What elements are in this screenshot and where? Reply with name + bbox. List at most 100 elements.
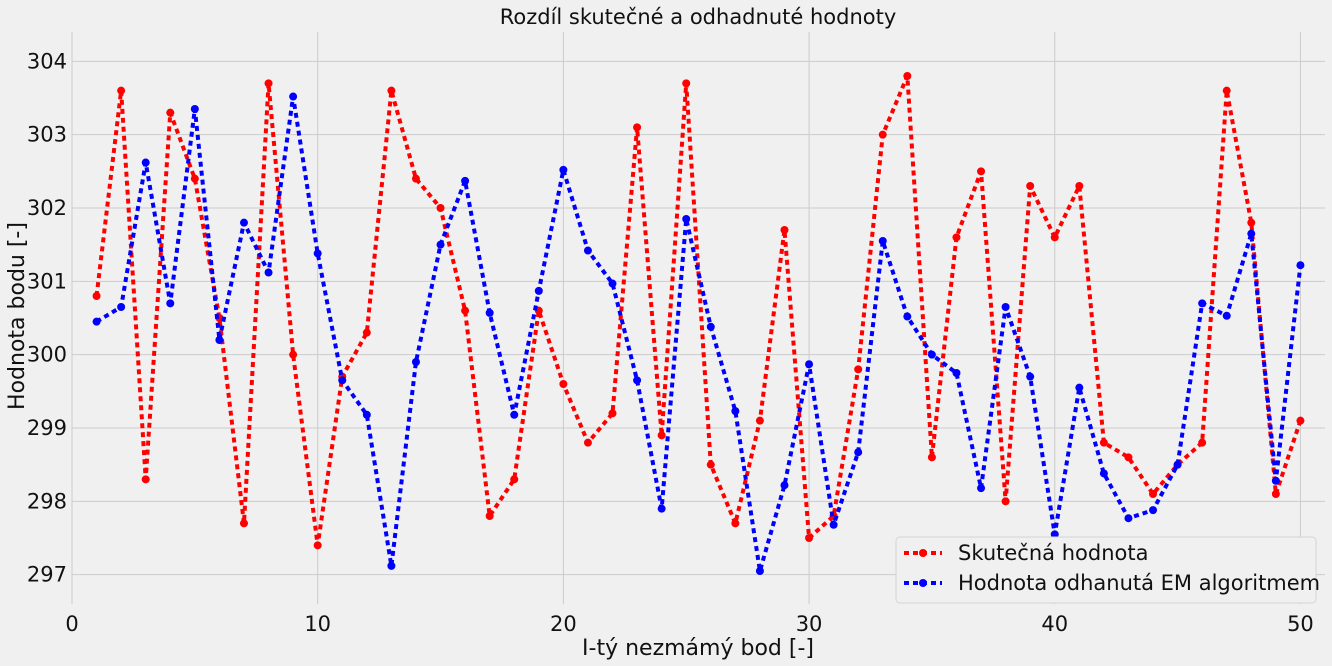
data-point [1050,530,1059,539]
data-point [362,328,371,337]
y-tick-label: 302 [27,196,67,220]
x-tick-label: 40 [1041,612,1068,636]
data-point [1296,261,1305,270]
data-point [583,246,592,255]
data-point [977,167,986,176]
data-point [878,237,887,245]
data-point [1075,383,1084,392]
data-point [780,481,789,490]
data-point [1173,460,1182,469]
data-point [166,108,175,117]
data-point [264,79,273,88]
legend-marker-actual [919,549,927,557]
series-2 [92,92,1305,575]
y-axis-label: Hodnota bodu [-] [5,222,30,410]
data-point [1099,469,1108,478]
tick-labels: 0 10 20 30 40 50 297 298 299 300 301 302 303 304 [27,49,1314,636]
legend-label-estimated: Hodnota odhanutá EM algoritmem [958,571,1320,595]
data-point [854,365,863,374]
data-point [92,292,101,300]
chart-title: Rozdíl skutečné a odhadnuté hodnoty [500,5,897,29]
data-point [485,308,494,317]
y-tick-label: 300 [27,343,67,367]
data-point [731,407,740,416]
data-point [559,165,568,174]
data-point [239,218,248,227]
data-point [706,460,715,469]
data-point [1026,182,1035,190]
x-tick-label: 30 [796,612,823,636]
data-point [411,174,420,183]
data-point [461,176,470,185]
data-point [436,240,445,249]
data-point [141,475,150,484]
data-point [510,410,519,419]
data-point [805,360,814,369]
data-point [362,410,371,419]
data-point [1222,311,1231,320]
data-point [1124,514,1133,523]
legend-marker-estimated [919,579,927,587]
series-layer [92,72,1305,575]
data-point [411,358,420,366]
data-point [1026,372,1035,381]
data-point [1001,303,1010,311]
data-point [190,174,199,183]
data-point [436,204,445,212]
data-point [1247,229,1256,238]
data-point [903,312,912,321]
data-point [1050,233,1059,242]
data-point [117,86,126,95]
data-point [1099,438,1108,447]
y-tick-label: 304 [27,49,67,73]
data-point [1222,86,1231,95]
data-point [1149,490,1158,498]
data-point [1247,218,1256,227]
data-point [166,299,175,308]
legend: Skutečná hodnota Hodnota odhanutá EM alg… [895,536,1320,604]
data-point [682,215,691,223]
data-point [583,438,592,447]
data-point [485,512,494,520]
data-point [657,431,666,440]
data-point [313,541,322,550]
legend-box [895,536,1317,604]
y-tick-label: 303 [27,123,67,147]
data-point [141,158,150,167]
data-point [878,130,887,139]
data-point [706,322,715,331]
data-point [682,79,691,88]
y-tick-label: 298 [27,489,67,513]
data-point [289,350,298,359]
data-point [829,520,838,529]
data-point [1198,438,1207,447]
y-tick-label: 301 [27,269,67,293]
data-point [731,519,740,528]
data-point [1149,506,1158,515]
data-point [1001,497,1010,506]
data-point [1271,490,1280,498]
series-line [95,94,1303,573]
data-point [387,86,396,95]
data-point [1296,416,1305,425]
data-point [117,303,126,311]
data-point [657,504,666,513]
data-point [805,534,814,542]
data-point [927,350,936,359]
data-point [461,306,470,315]
data-point [264,268,273,277]
data-point [633,376,642,385]
data-point [289,92,298,101]
y-tick-label: 297 [27,563,67,587]
x-tick-label: 20 [550,612,577,636]
data-point [755,416,764,425]
x-tick-label: 0 [65,612,78,636]
legend-label-actual: Skutečná hodnota [958,541,1148,565]
y-tick-label: 299 [27,416,67,440]
data-point [1271,476,1280,485]
data-point [1124,453,1133,462]
data-point [780,226,789,234]
data-point [633,123,642,132]
data-point [510,475,519,484]
